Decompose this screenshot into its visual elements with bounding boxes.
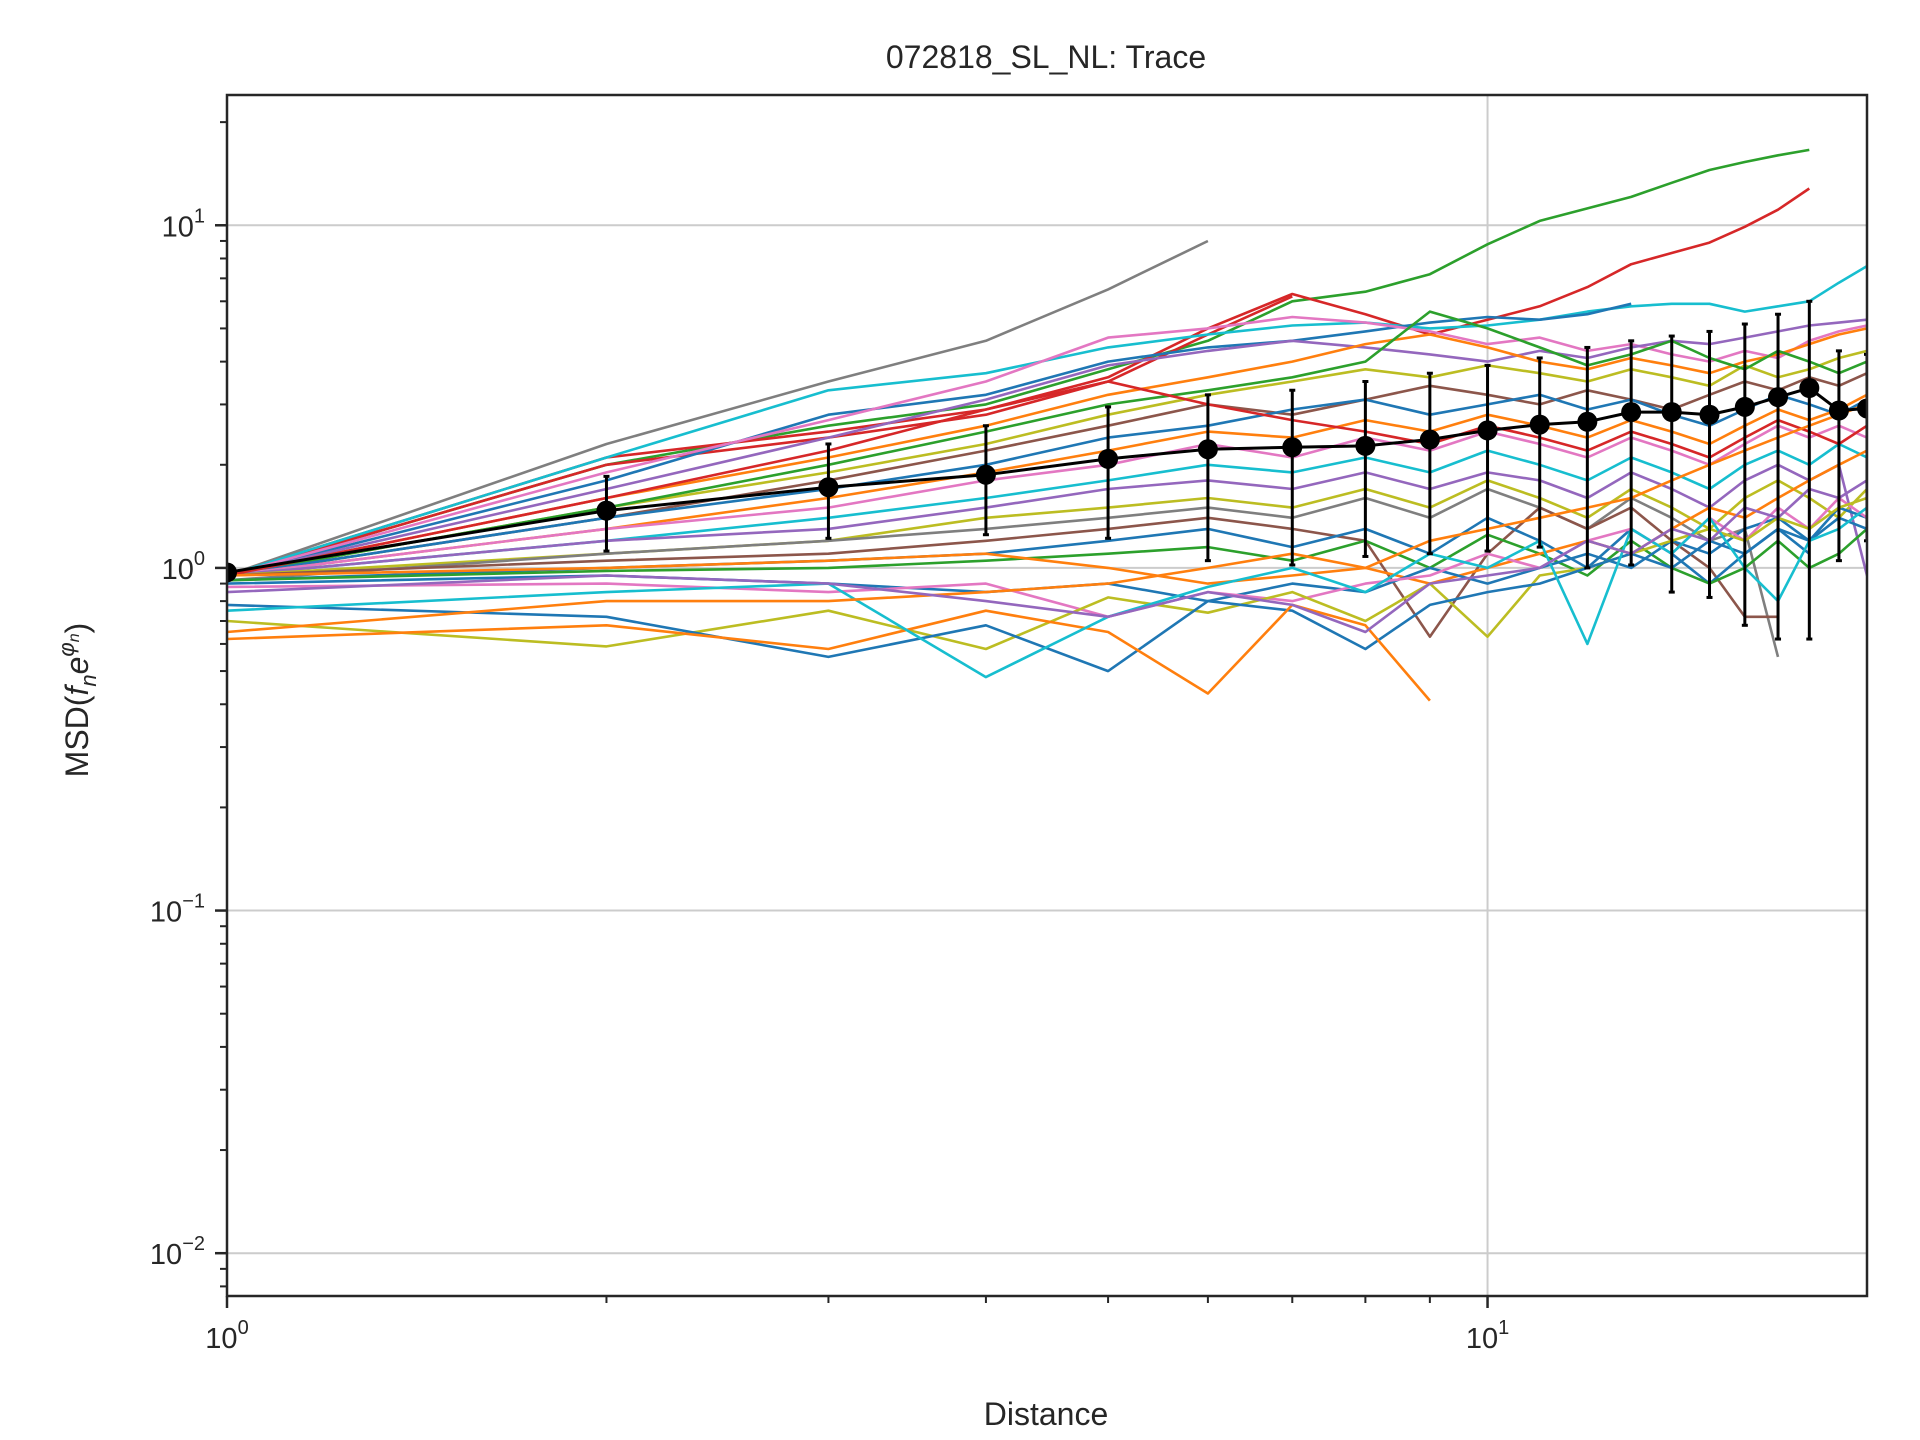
mean-point (818, 477, 839, 498)
y-tick-base: 10 (162, 554, 194, 586)
mean-point (227, 562, 237, 583)
y-tick-exponent: −1 (182, 891, 205, 913)
mean-point (1529, 414, 1550, 435)
mean-point (1577, 411, 1598, 432)
x-tick-base: 10 (205, 1323, 237, 1355)
y-axis-label-sub-n: n (76, 674, 101, 686)
mean-point (1699, 404, 1720, 425)
y-axis-label-e: e (59, 657, 95, 675)
plot-frame (225, 93, 1869, 1298)
series-line-22 (227, 527, 1867, 585)
y-tick-base: 10 (150, 1239, 182, 1271)
series-line-28 (227, 516, 1867, 673)
series-line-23 (227, 380, 1867, 577)
mean-point (1828, 400, 1849, 421)
mean-point (596, 500, 617, 521)
x-tick-base: 10 (1466, 1323, 1498, 1355)
y-tick-label: 10−1 (150, 891, 205, 929)
mean-point (1197, 439, 1218, 460)
series-line-16 (227, 442, 1867, 577)
series-line-5 (227, 264, 1867, 577)
series-line-29 (227, 603, 1431, 702)
mean-point (1799, 378, 1820, 399)
y-axis-label-phi: φ (54, 642, 79, 656)
series-line-1 (227, 239, 1209, 577)
series-line-27 (227, 496, 1867, 651)
x-tick-label: 101 (1466, 1317, 1509, 1355)
y-tick-label: 100 (162, 548, 205, 586)
series-line-30 (227, 506, 1867, 679)
series-line-20 (227, 506, 1778, 639)
x-tick-exponent: 1 (1498, 1317, 1509, 1339)
mean-point (1768, 387, 1789, 408)
mean-point (1098, 448, 1119, 469)
y-axis-label-suffix: ) (59, 623, 95, 634)
series-lines (227, 148, 1867, 702)
series-line-15 (227, 424, 1867, 577)
series-line-18 (227, 479, 1867, 577)
y-axis-label-phi-sub: n (66, 633, 83, 642)
series-line-32 (227, 479, 1867, 634)
series-line-26 (227, 496, 1867, 619)
x-tick-label: 100 (205, 1317, 248, 1355)
series-line-8 (227, 318, 1867, 577)
mean-point (1282, 437, 1303, 458)
series-line-14 (227, 393, 1867, 577)
mean-point (1355, 435, 1376, 456)
series-line-12 (227, 310, 1867, 577)
y-tick-exponent: 1 (194, 205, 205, 227)
y-tick-base: 10 (150, 897, 182, 929)
y-axis-label-prefix: MSD( (59, 695, 95, 777)
series-line-2 (227, 148, 1810, 577)
series-line-10 (227, 349, 1867, 577)
mean-point (975, 464, 996, 485)
series-line-9 (227, 327, 1867, 577)
mean-series (227, 378, 1867, 583)
y-tick-exponent: 0 (194, 548, 205, 570)
grid-lines (227, 95, 1867, 1296)
mean-point (1857, 398, 1867, 419)
mean-point (1419, 429, 1440, 450)
y-tick-base: 10 (162, 211, 194, 243)
mean-error-bars (227, 299, 1867, 641)
y-tick-label: 10−2 (150, 1233, 205, 1271)
y-tick-label: 101 (162, 205, 205, 243)
chart-title: 072818_SL_NL: Trace (886, 39, 1206, 75)
mean-point (1477, 420, 1498, 441)
y-tick-exponent: −2 (182, 1233, 205, 1255)
mean-point (1661, 402, 1682, 423)
mean-point (1621, 402, 1642, 423)
series-line-17 (227, 463, 1867, 577)
mean-point (1734, 396, 1755, 417)
series-line-31 (227, 403, 1867, 634)
x-axis-label: Distance (984, 1396, 1109, 1432)
x-tick-exponent: 0 (238, 1317, 249, 1339)
